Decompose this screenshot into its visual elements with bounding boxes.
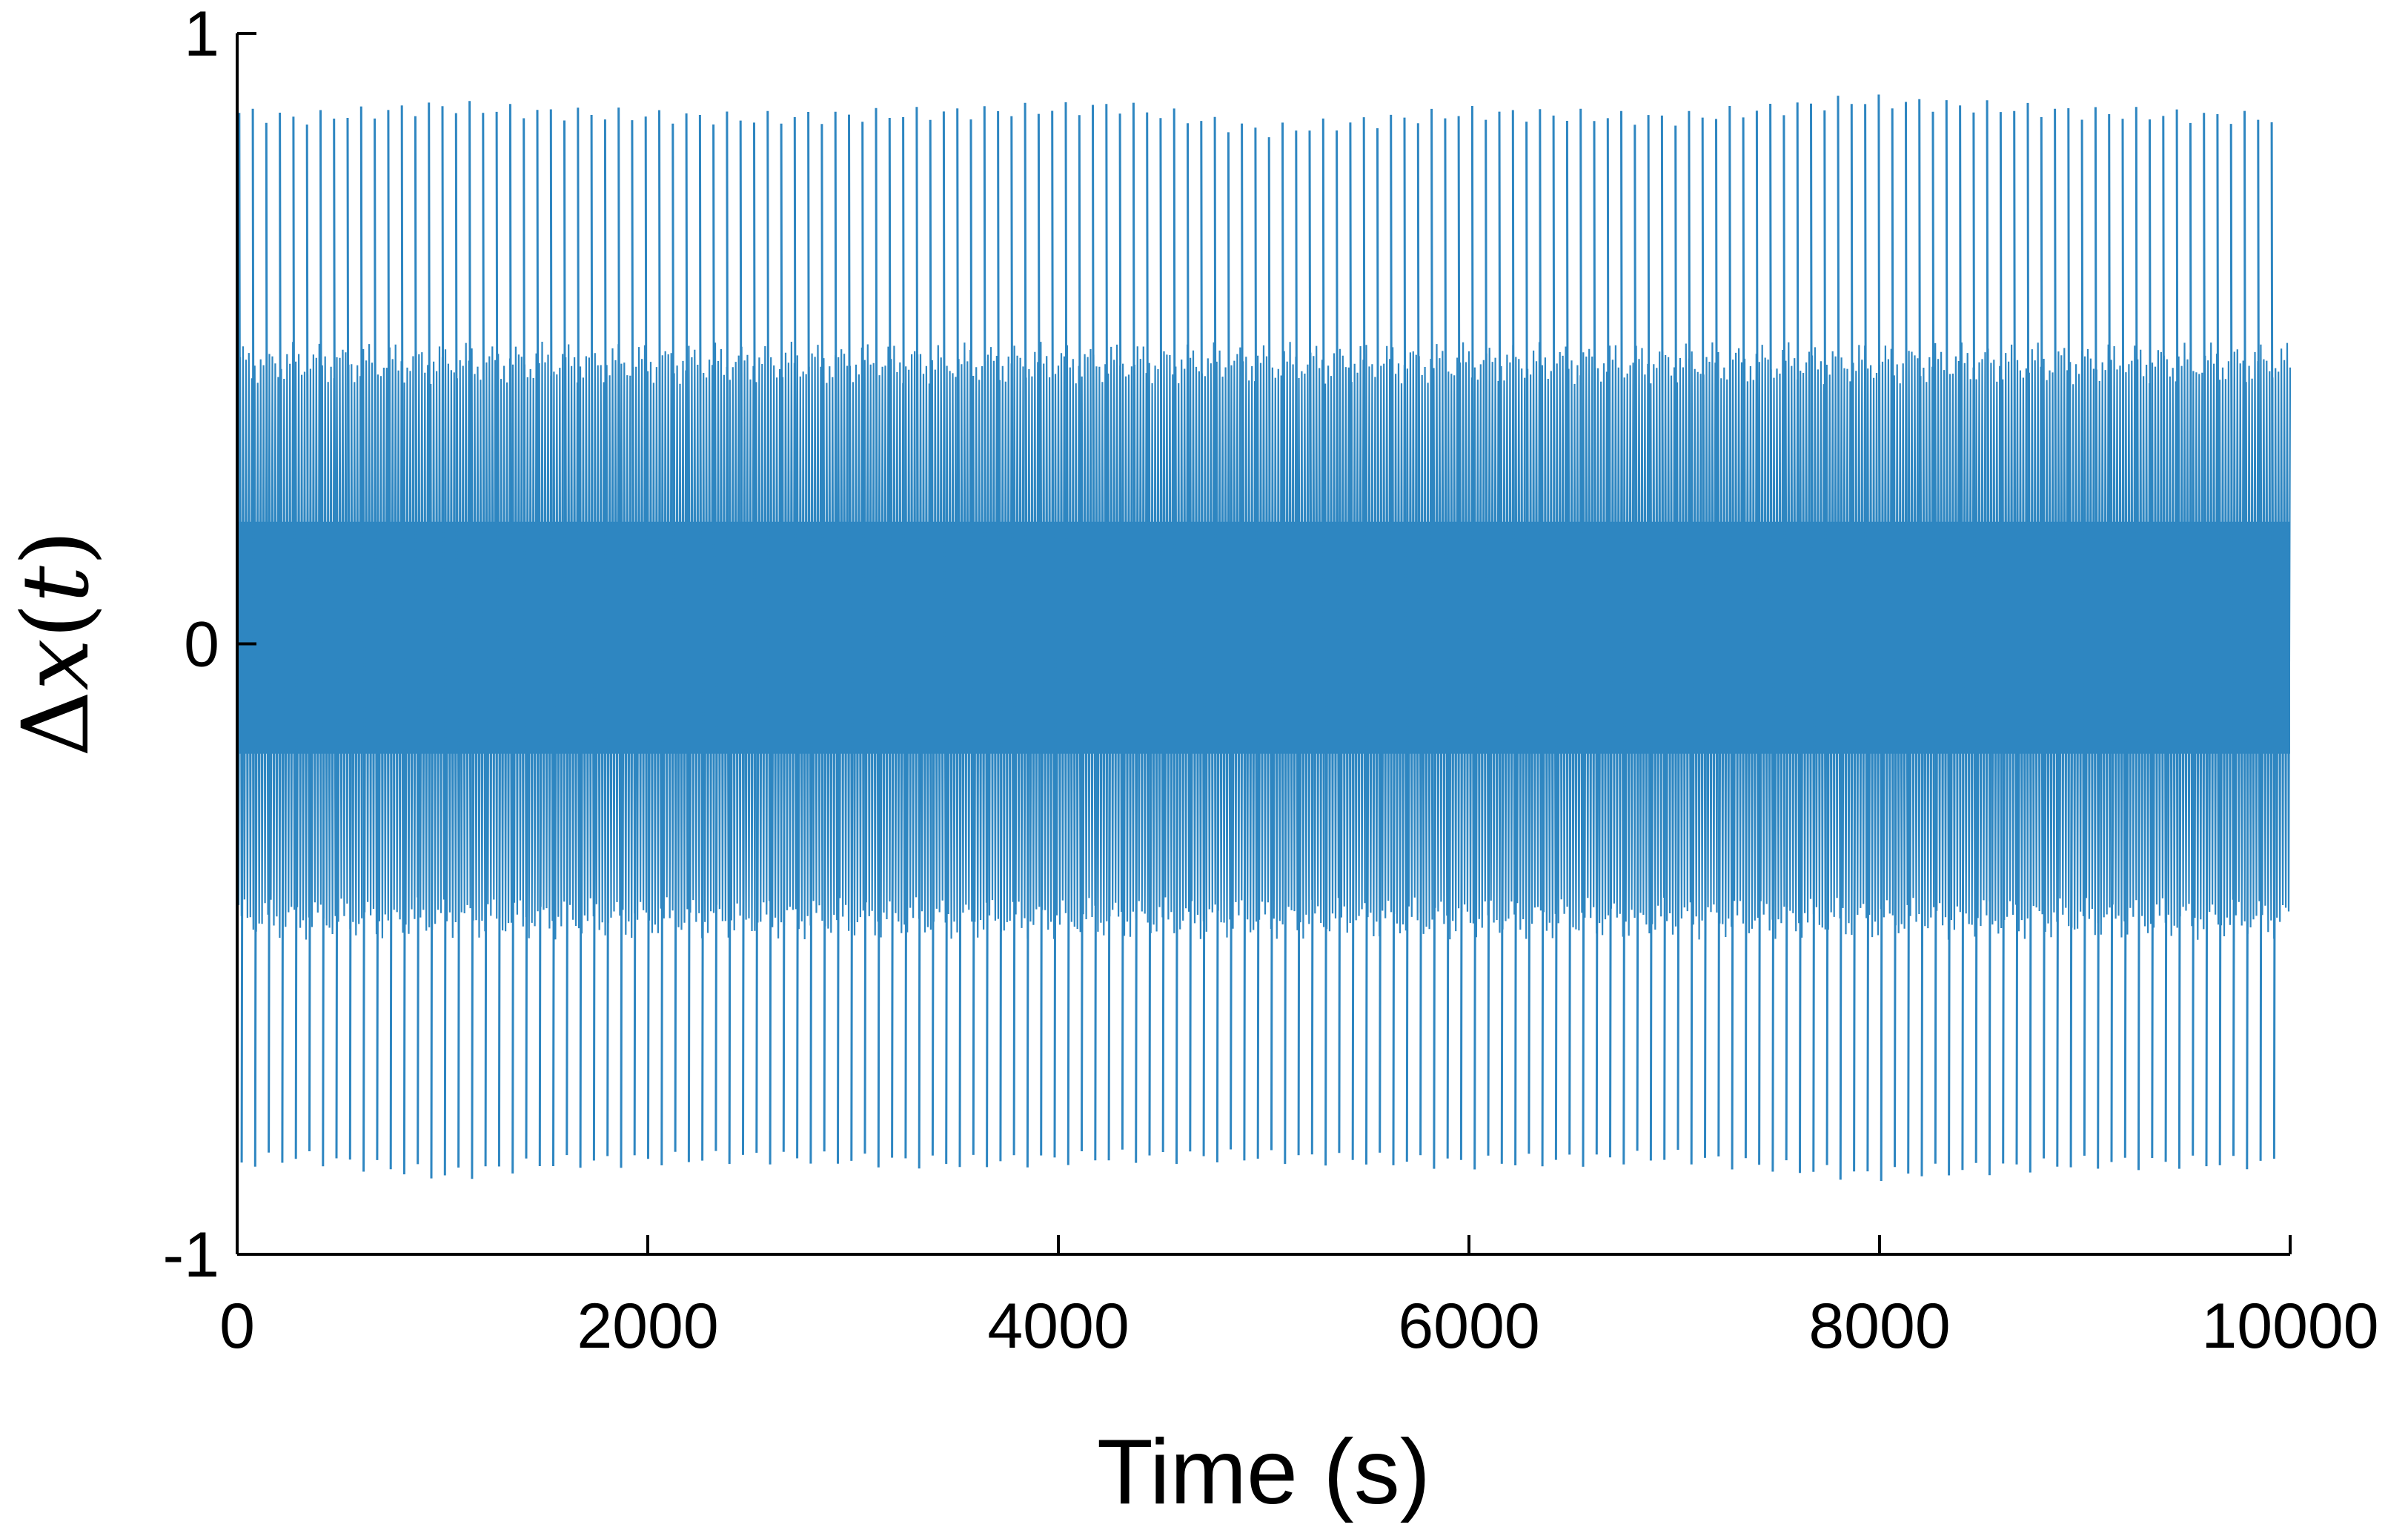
y-tick-label: -1 (163, 1219, 219, 1291)
x-axis-title: Time (s) (1097, 1421, 1430, 1523)
plot-area (236, 94, 2292, 1182)
x-tick-label: 8000 (1808, 1291, 1950, 1362)
x-axis: 0 2000 4000 6000 8000 10000 (219, 1235, 2379, 1362)
y-axis: -1 0 1 (163, 0, 256, 1291)
signal-spikes (238, 94, 2276, 1182)
y-axis-title-close-paren: ) (3, 530, 110, 566)
x-tick-label: 6000 (1398, 1291, 1539, 1362)
signal-dense-band (237, 521, 2290, 754)
y-axis-title-x: x (3, 639, 110, 691)
y-axis-title-delta: Δ (3, 691, 110, 758)
y-axis-title: Δx(t) (3, 530, 110, 757)
x-tick-label: 2000 (577, 1291, 718, 1362)
y-tick-label: 0 (184, 609, 219, 681)
y-tick-label: 1 (184, 0, 219, 70)
x-tick-label: 4000 (987, 1291, 1129, 1362)
y-axis-title-t: t (3, 565, 110, 603)
x-tick-label: 10000 (2201, 1291, 2378, 1362)
x-tick-label: 0 (219, 1291, 255, 1362)
y-axis-title-open-paren: ( (3, 603, 110, 638)
